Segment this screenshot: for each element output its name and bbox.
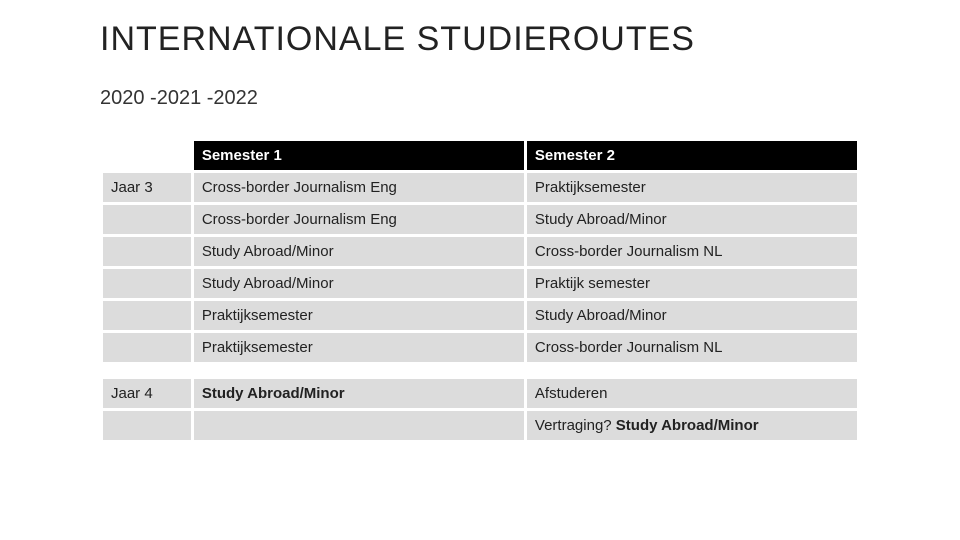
cell-s1: Study Abroad/Minor [192,378,525,410]
cell-s1: Praktijksemester [192,300,525,332]
cell-year [102,268,193,300]
cell-year [102,300,193,332]
cell-s2: Cross-border Journalism NL [525,236,858,268]
cell-s2: Afstuderen [525,378,858,410]
cell-year [102,236,193,268]
cell-year [102,204,193,236]
cell-year: Jaar 3 [102,172,193,204]
cell-s1: Study Abroad/Minor [192,236,525,268]
table-row: Cross-border Journalism Eng Study Abroad… [102,204,859,236]
page-title: INTERNATIONALE STUDIEROUTES [100,20,860,59]
table-row: Study Abroad/Minor Cross-border Journali… [102,236,859,268]
cell-s2-prefix: Vertraging? [535,417,616,434]
cell-s1: Cross-border Journalism Eng [192,204,525,236]
cell-s1: Praktijksemester [192,332,525,364]
table-body: Jaar 3 Cross-border Journalism Eng Prakt… [102,172,859,442]
table-row: Vertraging? Study Abroad/Minor [102,410,859,442]
table-row: Jaar 3 Cross-border Journalism Eng Prakt… [102,172,859,204]
cell-year [102,410,193,442]
table-row: Study Abroad/Minor Praktijk semester [102,268,859,300]
cell-year: Jaar 4 [102,378,193,410]
table-row-spacer [102,364,859,378]
cell-s2: Study Abroad/Minor [525,300,858,332]
cell-s2: Praktijksemester [525,172,858,204]
table-row: Praktijksemester Cross-border Journalism… [102,332,859,364]
routes-table: Semester 1 Semester 2 Jaar 3 Cross-borde… [100,138,860,443]
cell-s1 [192,364,525,378]
cell-s1: Study Abroad/Minor [192,268,525,300]
table-header-row: Semester 1 Semester 2 [102,140,859,172]
table-row: Praktijksemester Study Abroad/Minor [102,300,859,332]
cell-s2: Study Abroad/Minor [525,204,858,236]
header-semester-2: Semester 2 [525,140,858,172]
subtitle: 2020 -2021 -2022 [100,87,860,110]
cell-year [102,332,193,364]
cell-s2: Vertraging? Study Abroad/Minor [525,410,858,442]
cell-s2: Praktijk semester [525,268,858,300]
cell-year [102,364,193,378]
cell-s2-bold: Study Abroad/Minor [616,417,759,434]
header-semester-1: Semester 1 [192,140,525,172]
table-row: Jaar 4 Study Abroad/Minor Afstuderen [102,378,859,410]
cell-s1: Cross-border Journalism Eng [192,172,525,204]
header-year [102,140,193,172]
cell-s1 [192,410,525,442]
cell-s2 [525,364,858,378]
cell-s2: Cross-border Journalism NL [525,332,858,364]
